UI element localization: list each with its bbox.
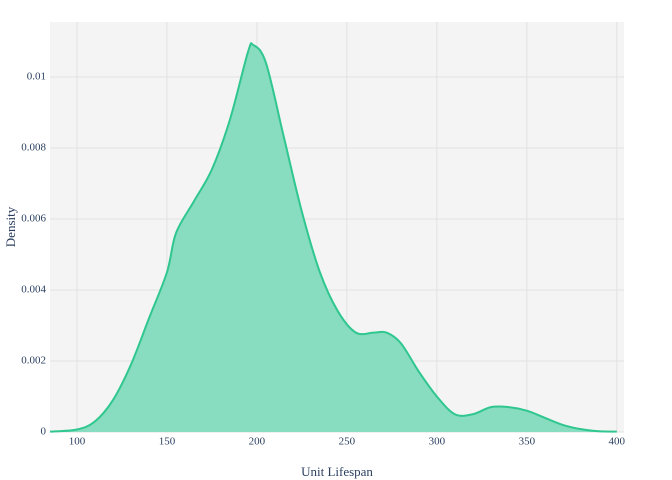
- y-tick-label: 0.002: [21, 355, 46, 367]
- y-axis-title: Density: [3, 206, 18, 247]
- x-tick-label: 200: [249, 436, 266, 448]
- x-tick-label: 100: [69, 436, 86, 448]
- y-tick-label: 0.004: [21, 284, 46, 296]
- x-tick-label: 300: [429, 436, 446, 448]
- x-tick-label: 350: [519, 436, 536, 448]
- density-line: [49, 42, 617, 433]
- marks: [49, 42, 617, 433]
- y-tick-label: 0.006: [21, 213, 46, 225]
- x-tick-label: 150: [159, 436, 176, 448]
- x-tick-label: 250: [339, 436, 356, 448]
- y-tick-label: 0: [41, 426, 47, 438]
- x-tick-label: 400: [609, 436, 626, 448]
- x-axis-title: Unit Lifespan: [301, 464, 373, 479]
- area-fill: [50, 43, 617, 432]
- y-tick-label: 0.01: [27, 71, 46, 83]
- y-tick-label: 0.008: [21, 142, 46, 154]
